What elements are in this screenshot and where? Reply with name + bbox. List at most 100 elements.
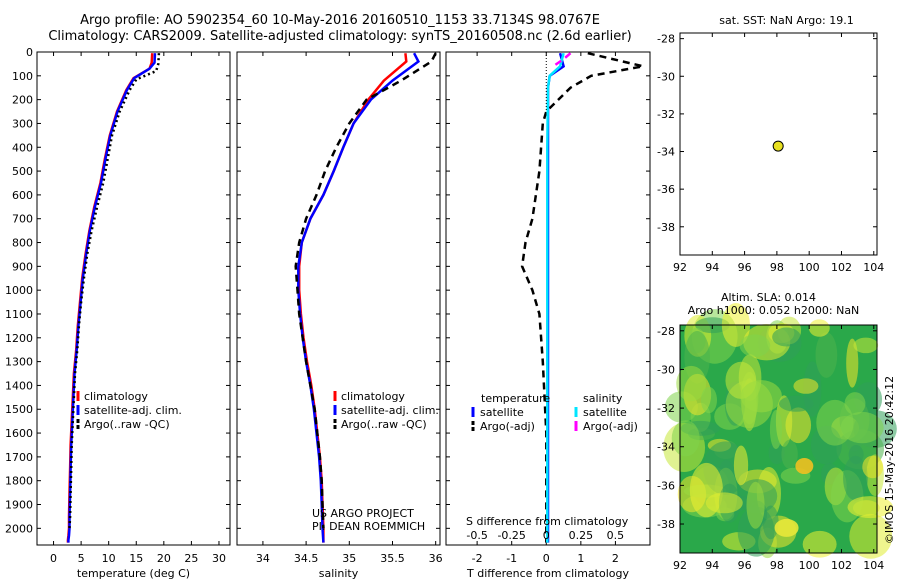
x-tick-label: 92 <box>673 559 687 572</box>
sla-cell <box>733 445 749 486</box>
sla-cell <box>737 506 775 557</box>
series-line <box>546 52 565 543</box>
location-map: 92 94 96 98 100 102 104 -28 -30 -32 -34 -36 -38 sat. … <box>657 14 884 274</box>
y-tick-label: -32 <box>657 402 675 415</box>
y-tick-label: 1800 <box>5 475 33 488</box>
float-position-marker <box>772 140 784 152</box>
sla-cell <box>676 365 707 402</box>
legend-label: Argo(-adj) <box>583 420 638 433</box>
y-tick-label: 1500 <box>5 403 33 416</box>
plot-frame <box>236 51 441 546</box>
difference-panel: -2 -1 0 1 2 T difference from climatology -0.5… <box>445 51 651 580</box>
sla-cell <box>795 458 814 475</box>
y-tick-label: 1700 <box>5 451 33 464</box>
series-line <box>546 52 566 543</box>
legend-label: Argo(..raw -QC) <box>84 418 170 431</box>
y-tick-label: 1900 <box>5 499 33 512</box>
sla-cell <box>853 337 879 354</box>
x-tick-label: 30 <box>212 552 226 565</box>
map-frame <box>679 32 878 256</box>
sla-cell <box>802 530 837 558</box>
sla-cell <box>862 455 884 479</box>
x-tick-label: -1 <box>506 552 517 565</box>
y-tick-label: 900 <box>12 260 33 273</box>
title-line2: Climatology: CARS2009. Satellite-adjuste… <box>48 29 631 44</box>
series-line <box>520 51 644 543</box>
x2-tick-label: 0 <box>543 529 550 542</box>
y-tick-label: 500 <box>12 165 33 178</box>
sla-cell <box>769 409 783 450</box>
y-tick-label: 300 <box>12 117 33 130</box>
y-tick-label: -34 <box>657 146 675 159</box>
y-tick-label: 400 <box>12 141 33 154</box>
y-tick-label: -28 <box>657 325 675 338</box>
y-tick-label: 1000 <box>5 284 33 297</box>
x-tick-label: -2 <box>472 552 483 565</box>
y-tick-label: 1300 <box>5 356 33 369</box>
sla-subtitle: Argo h1000: 0.052 h2000: NaN <box>688 304 860 317</box>
x-tick-label: 1 <box>577 552 584 565</box>
x-tick-label: 10 <box>102 552 116 565</box>
x-tick-label: 5 <box>78 552 85 565</box>
legend-label: climatology <box>341 390 405 403</box>
x-tick-label: 96 <box>738 261 752 274</box>
plot-frame <box>445 51 651 546</box>
series-line <box>68 53 161 529</box>
sla-cell <box>808 319 830 337</box>
x-axis-label: T difference from climatology <box>466 567 629 580</box>
x-axis-label: salinity <box>319 567 359 580</box>
y-tick-label: 1400 <box>5 379 33 392</box>
y-tick-label: 0 <box>26 46 33 59</box>
y-tick-label: -30 <box>657 70 675 83</box>
x-tick-label: 25 <box>184 552 198 565</box>
legend-label: satellite <box>583 406 627 419</box>
sla-cell <box>739 334 771 357</box>
x2-tick-label: 0.5 <box>607 529 625 542</box>
y-tick-label: 200 <box>12 94 33 107</box>
y-tick-label: -36 <box>657 479 675 492</box>
series-line <box>294 52 437 529</box>
x-tick-label: 35.5 <box>380 552 405 565</box>
y-tick-label: -32 <box>657 108 675 121</box>
plot-frame <box>36 51 231 546</box>
sla-cell <box>849 513 893 559</box>
sla-cell <box>768 441 785 465</box>
y-tick-label: 2000 <box>5 522 33 535</box>
y-tick-label: 100 <box>12 70 33 83</box>
sla-cell <box>815 332 838 378</box>
x-tick-label: 20 <box>157 552 171 565</box>
sla-map: 92 94 96 98 100 102 104 -28 -30 -32 -34 -36 -38 Altim… <box>657 291 897 572</box>
x2-axis-label: S difference from climatology <box>466 515 629 528</box>
sla-cell <box>772 327 801 347</box>
x-tick-label: 15 <box>129 552 143 565</box>
x-tick-label: 36 <box>429 552 443 565</box>
project-pi: PI: DEAN ROEMMICH <box>312 520 425 533</box>
y-tick-label: 800 <box>12 237 33 250</box>
y-tick-label: -30 <box>657 363 675 376</box>
sla-cell <box>671 420 700 457</box>
x-tick-label: 94 <box>705 559 719 572</box>
x-tick-label: 102 <box>831 559 852 572</box>
y-tick-label: -36 <box>657 183 675 196</box>
y-tick-label: 1600 <box>5 427 33 440</box>
sla-cell <box>846 338 859 388</box>
x2-tick-label: -0.25 <box>497 529 525 542</box>
header: Argo profile: AO 5902354_60 10-May-2016 … <box>48 13 631 44</box>
y-tick-label: 1200 <box>5 332 33 345</box>
legend-label: Argo(..raw -QC) <box>341 418 427 431</box>
x2-tick-label: 0.25 <box>569 529 594 542</box>
salinity-panel: 34 34.5 35 35.5 36 salinity climatologysatelli… <box>236 51 443 580</box>
sla-cell <box>793 378 819 394</box>
x-tick-label: 104 <box>863 559 884 572</box>
legend-label: satellite <box>480 406 524 419</box>
map-title: sat. SST: NaN Argo: 19.1 <box>719 14 853 27</box>
legend-label: satellite-adj. clim. <box>84 404 182 417</box>
sla-cell <box>778 395 814 412</box>
x-tick-label: 98 <box>770 261 784 274</box>
x-tick-label: 100 <box>799 261 820 274</box>
series-line <box>297 52 421 543</box>
date-stamp: ©IMOS 15-May-2016 20:42:12 <box>883 376 896 544</box>
y-tick-label: 700 <box>12 213 33 226</box>
map-frame <box>679 324 878 554</box>
x-tick-label: 96 <box>738 559 752 572</box>
